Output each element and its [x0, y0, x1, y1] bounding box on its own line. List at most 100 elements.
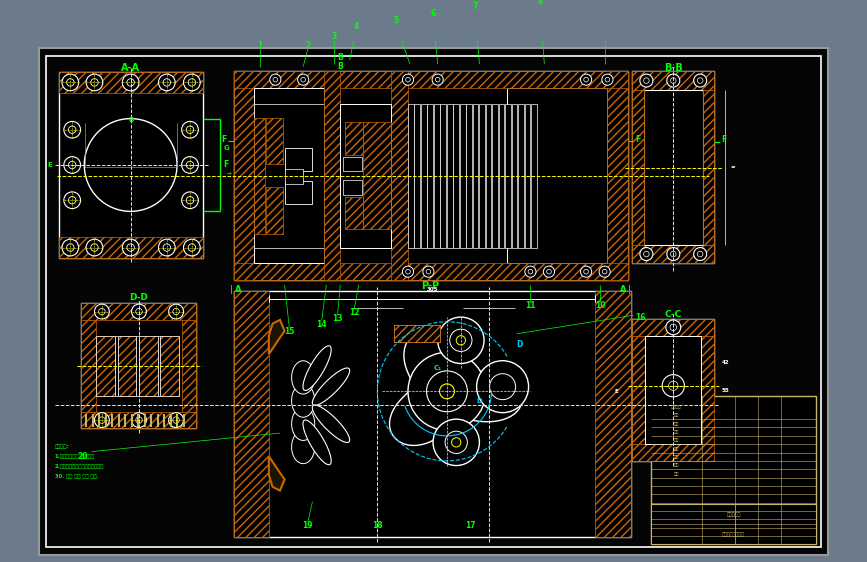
Circle shape: [452, 438, 461, 447]
Bar: [632, 71, 714, 264]
Circle shape: [136, 417, 142, 423]
Circle shape: [583, 78, 589, 82]
Text: C₁: C₁: [434, 365, 442, 371]
Text: B-B: B-B: [664, 62, 682, 72]
Text: B: B: [337, 62, 343, 71]
Bar: [233, 71, 254, 280]
Bar: [531, 104, 537, 247]
Bar: [81, 320, 96, 412]
Circle shape: [186, 197, 193, 204]
Bar: [254, 88, 323, 264]
Bar: [340, 104, 391, 247]
Bar: [160, 336, 179, 396]
Bar: [499, 104, 505, 247]
Text: E: E: [615, 389, 618, 394]
Polygon shape: [291, 361, 315, 394]
Circle shape: [581, 74, 591, 85]
Polygon shape: [291, 430, 315, 464]
Circle shape: [68, 126, 76, 133]
Text: 设计: 设计: [674, 447, 679, 451]
Bar: [596, 291, 630, 537]
Circle shape: [67, 79, 74, 86]
Circle shape: [86, 239, 103, 256]
Circle shape: [603, 269, 607, 274]
Bar: [427, 104, 433, 247]
Circle shape: [184, 74, 200, 91]
Text: D: D: [477, 397, 482, 404]
Bar: [414, 104, 420, 247]
Text: 8: 8: [537, 0, 543, 6]
Circle shape: [662, 375, 684, 397]
Circle shape: [173, 417, 179, 423]
Bar: [632, 245, 714, 264]
Circle shape: [432, 74, 443, 85]
Text: 立式精锻机: 立式精锻机: [727, 512, 740, 517]
Circle shape: [406, 78, 410, 82]
Bar: [139, 336, 158, 396]
Text: 校核: 校核: [674, 455, 679, 459]
Bar: [266, 117, 283, 164]
Text: 55: 55: [721, 388, 729, 393]
Text: 3: 3: [331, 31, 336, 40]
Bar: [343, 180, 362, 194]
Bar: [651, 396, 816, 545]
Text: 15: 15: [284, 327, 295, 336]
Circle shape: [402, 74, 414, 85]
Bar: [136, 336, 139, 396]
Bar: [518, 104, 524, 247]
Circle shape: [127, 244, 134, 251]
Text: D-D: D-D: [129, 293, 148, 302]
Circle shape: [67, 244, 74, 251]
Circle shape: [173, 309, 179, 315]
Circle shape: [435, 78, 440, 82]
Bar: [114, 336, 118, 396]
Bar: [421, 104, 427, 247]
Text: 4: 4: [354, 22, 359, 31]
Bar: [284, 169, 303, 184]
Bar: [59, 72, 203, 93]
Text: 11: 11: [525, 301, 536, 310]
Text: C-C: C-C: [665, 310, 682, 319]
Circle shape: [697, 251, 703, 257]
Circle shape: [640, 247, 653, 261]
Circle shape: [132, 304, 147, 319]
Text: F: F: [721, 135, 727, 144]
Circle shape: [188, 79, 196, 86]
Circle shape: [450, 329, 472, 351]
Circle shape: [670, 324, 676, 330]
Circle shape: [694, 247, 707, 261]
Bar: [81, 303, 197, 320]
Text: 数量: 数量: [674, 430, 679, 434]
Circle shape: [184, 239, 200, 256]
Circle shape: [445, 431, 467, 454]
Bar: [345, 197, 363, 229]
Bar: [233, 291, 630, 537]
Text: 18: 18: [372, 522, 382, 531]
Text: 13: 13: [332, 315, 342, 324]
Text: B: B: [128, 117, 134, 124]
Bar: [632, 336, 645, 444]
Text: →: →: [226, 170, 231, 175]
Text: 16: 16: [636, 312, 646, 321]
Polygon shape: [291, 384, 315, 417]
Circle shape: [670, 251, 676, 257]
Circle shape: [68, 161, 76, 169]
Circle shape: [427, 371, 467, 412]
Bar: [643, 90, 703, 245]
Circle shape: [182, 157, 199, 173]
Circle shape: [544, 266, 555, 277]
Circle shape: [528, 269, 532, 274]
Polygon shape: [269, 456, 284, 491]
Circle shape: [64, 121, 81, 138]
Circle shape: [188, 244, 196, 251]
Text: 10: 10: [595, 301, 605, 310]
Text: F: F: [224, 161, 229, 170]
Text: 零件名称: 零件名称: [671, 405, 681, 409]
Text: D: D: [516, 341, 523, 350]
Text: =: =: [731, 165, 735, 170]
Polygon shape: [269, 320, 284, 354]
Text: P-P: P-P: [421, 280, 440, 291]
Circle shape: [159, 239, 175, 256]
Text: 技术要求:: 技术要求:: [55, 443, 69, 448]
Circle shape: [301, 78, 305, 82]
